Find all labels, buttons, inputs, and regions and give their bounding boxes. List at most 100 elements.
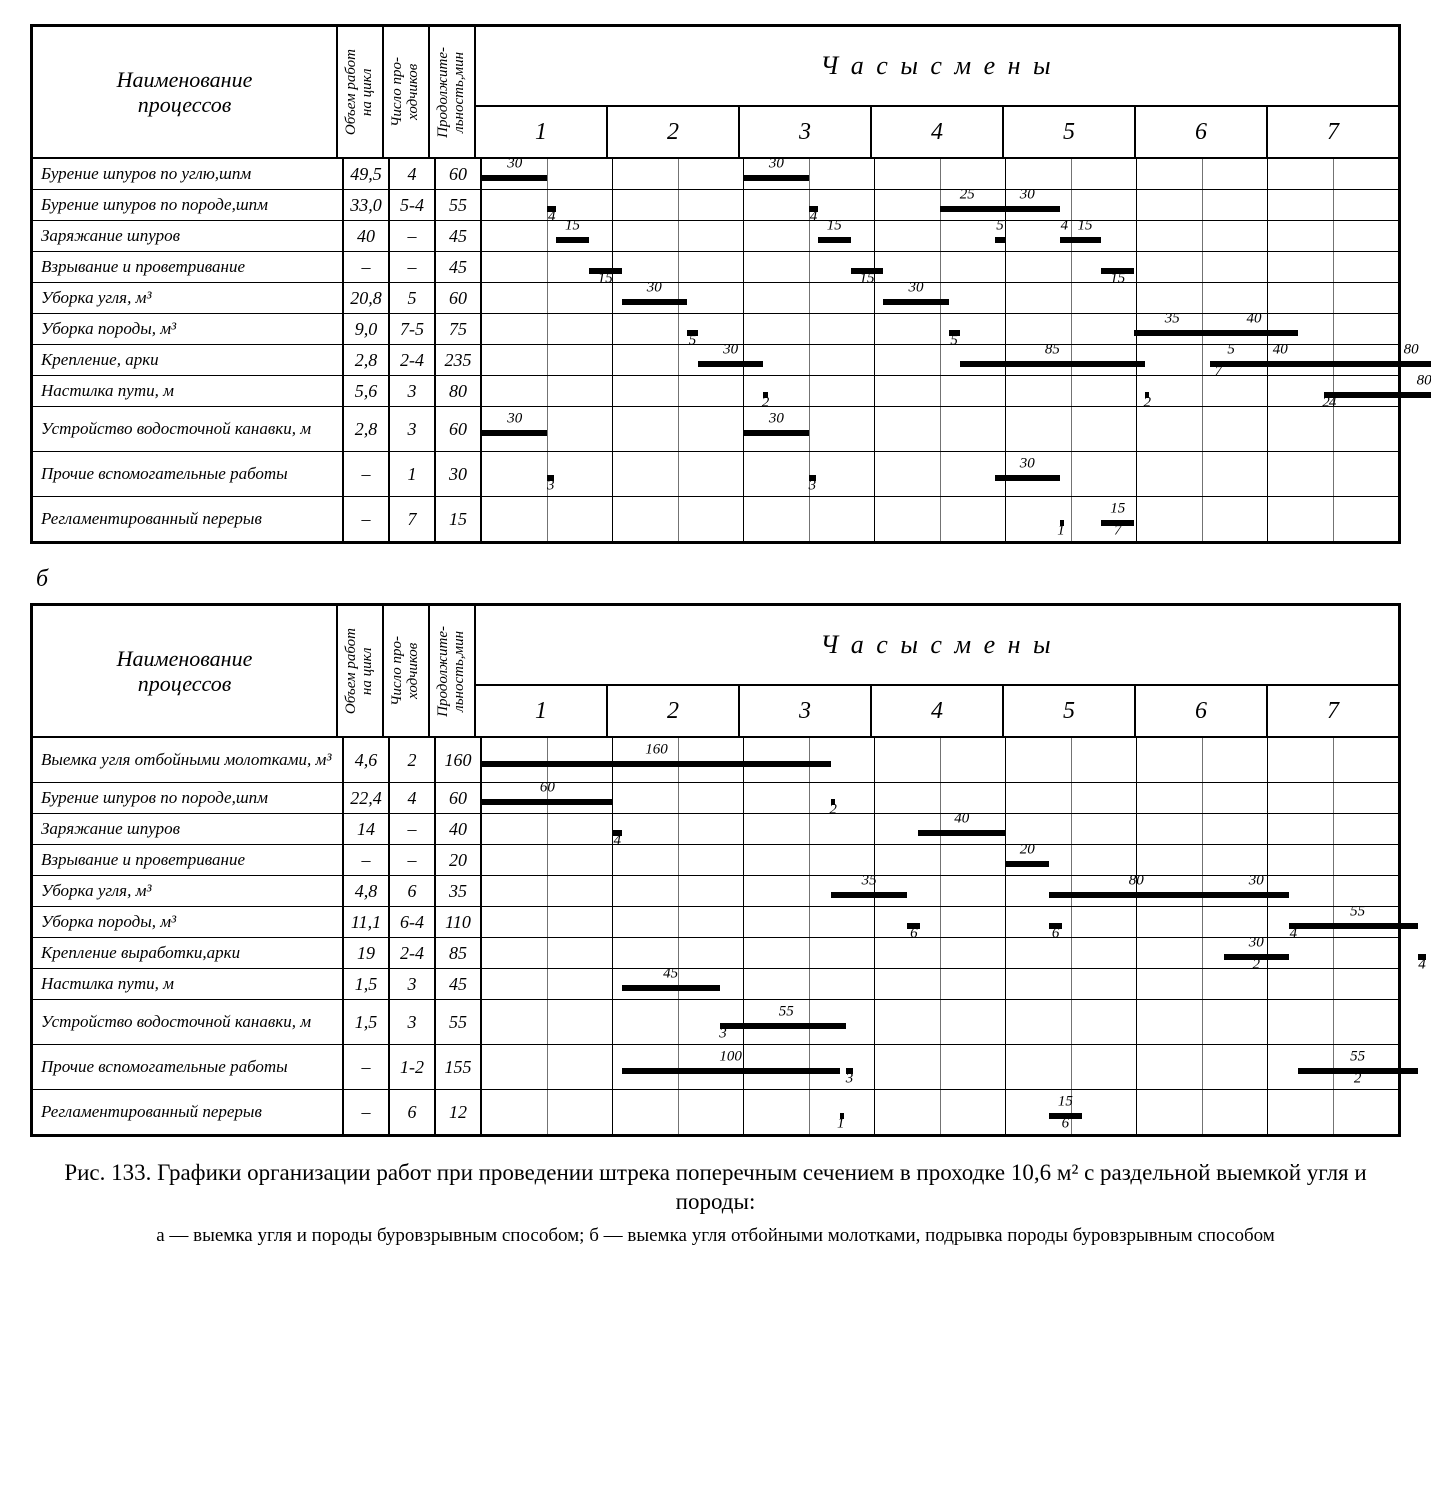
cell-workers: – <box>390 845 436 875</box>
bar-label-top: 55 <box>1350 903 1365 920</box>
bar-label-top: 15 <box>827 217 842 234</box>
bar-label-top: 30 <box>723 341 738 358</box>
bar-label-top: 30 <box>769 410 784 427</box>
cell-dur: 80 <box>436 376 482 406</box>
cell-name: Настилка пути, м <box>33 376 344 406</box>
bar-label-top: 100 <box>719 1048 742 1065</box>
process-row: Регламентированный перерыв–7151157 <box>33 497 1398 541</box>
bar-label-top: 20 <box>1020 841 1035 858</box>
gantt-bar <box>1237 361 1324 367</box>
cell-dur: 235 <box>436 345 482 375</box>
cell-name: Уборка породы, м³ <box>33 907 344 937</box>
cell-name: Бурение шпуров по породе,шпм <box>33 190 344 220</box>
cell-workers: 1 <box>390 452 436 496</box>
hour-col-2: 2 <box>608 686 740 736</box>
hdr-name: Наименованиепроцессов <box>33 606 338 736</box>
gantt-bar <box>1298 923 1418 929</box>
cell-gantt: 3085754080 <box>482 345 1398 375</box>
cell-vol: – <box>344 1090 390 1134</box>
cell-gantt: 358030 <box>482 876 1398 906</box>
process-row: Прочие вспомогательные работы–1303330 <box>33 452 1398 497</box>
bar-label-bot: 7 <box>1114 523 1122 540</box>
cell-gantt: 442530 <box>482 190 1398 220</box>
cell-vol: 2,8 <box>344 407 390 451</box>
cell-dur: 45 <box>436 221 482 251</box>
bar-label-top: 55 <box>779 1003 794 1020</box>
cell-dur: 15 <box>436 497 482 541</box>
bar-label-top: 15 <box>1110 500 1125 517</box>
cell-name: Уборка угля, м³ <box>33 876 344 906</box>
cell-workers: 6 <box>390 1090 436 1134</box>
cell-workers: 5 <box>390 283 436 313</box>
bar-label-top: 160 <box>645 741 668 758</box>
cell-vol: 9,0 <box>344 314 390 344</box>
cell-gantt: 151515 <box>482 252 1398 282</box>
cell-name: Крепление выработки,арки <box>33 938 344 968</box>
bar-label-bot: 1 <box>1057 523 1065 540</box>
gantt-bar <box>918 830 1005 836</box>
cell-workers: 3 <box>390 376 436 406</box>
cell-gantt: 1003552 <box>482 1045 1398 1089</box>
gantt-bar <box>1226 361 1237 367</box>
process-row: Бурение шпуров по породе,шпм22,4460602 <box>33 783 1398 814</box>
cell-workers: – <box>390 814 436 844</box>
gantt-bar <box>995 475 1060 481</box>
cell-name: Бурение шпуров по породе,шпм <box>33 783 344 813</box>
cell-gantt: 66455 <box>482 907 1398 937</box>
cell-vol: 2,8 <box>344 345 390 375</box>
hdr-workers: Число про- ходчиков <box>384 27 430 157</box>
gantt-bar <box>1069 237 1102 243</box>
process-row: Бурение шпуров по углю,шпм49,54603030 <box>33 159 1398 190</box>
cell-workers: 2-4 <box>390 345 436 375</box>
bar-label-bot: 4 <box>1418 956 1426 973</box>
cell-vol: 5,6 <box>344 376 390 406</box>
cell-gantt: 602 <box>482 783 1398 813</box>
cell-gantt: 3030 <box>482 283 1398 313</box>
bar-label-top: 15 <box>1058 1093 1073 1110</box>
bar-label-top: 45 <box>663 965 678 982</box>
gantt-bar <box>1049 892 1223 898</box>
cell-vol: 4,6 <box>344 738 390 782</box>
cell-workers: 7 <box>390 497 436 541</box>
process-row: Бурение шпуров по породе,шпм33,05-455442… <box>33 190 1398 221</box>
gantt-bar <box>1224 892 1289 898</box>
bar-label-top: 25 <box>960 186 975 203</box>
cell-name: Уборка угля, м³ <box>33 283 344 313</box>
cell-workers: 3 <box>390 1000 436 1044</box>
cell-name: Заряжание шпуров <box>33 814 344 844</box>
hours-title: Ч а с ы с м е н ы <box>476 606 1398 686</box>
bar-label-top: 30 <box>909 279 924 296</box>
hour-col-3: 3 <box>740 107 872 157</box>
bar-label-bot: 3 <box>846 1071 854 1088</box>
cell-vol: 49,5 <box>344 159 390 189</box>
cell-workers: 6-4 <box>390 907 436 937</box>
cell-gantt: 355 <box>482 1000 1398 1044</box>
cell-workers: – <box>390 252 436 282</box>
cell-dur: 55 <box>436 190 482 220</box>
bar-label-bot: 1 <box>837 1116 845 1133</box>
cell-vol: 20,8 <box>344 283 390 313</box>
gantt-bar <box>818 237 851 243</box>
cell-vol: – <box>344 252 390 282</box>
cell-dur: 35 <box>436 876 482 906</box>
cell-gantt: 160 <box>482 738 1398 782</box>
cell-name: Взрывание и проветривание <box>33 845 344 875</box>
hour-col-5: 5 <box>1004 107 1136 157</box>
bar-label-top: 30 <box>1249 872 1264 889</box>
bar-label-top: 30 <box>1020 186 1035 203</box>
process-row: Уборка породы, м³11,16-411066455 <box>33 907 1398 938</box>
cell-dur: 60 <box>436 783 482 813</box>
bar-label-top: 5 <box>1227 341 1235 358</box>
gantt-bar <box>995 206 1060 212</box>
cell-dur: 12 <box>436 1090 482 1134</box>
cell-dur: 20 <box>436 845 482 875</box>
process-row: Настилка пути, м5,6380222480 <box>33 376 1398 407</box>
cell-workers: 3 <box>390 407 436 451</box>
cell-name: Настилка пути, м <box>33 969 344 999</box>
gantt-bar <box>744 175 809 181</box>
chart-body: Выемка угля отбойными молотками, м³4,621… <box>33 738 1398 1134</box>
cell-gantt: 3330 <box>482 452 1398 496</box>
gantt-bar <box>482 175 547 181</box>
gantt-bar <box>1337 392 1431 398</box>
cell-gantt: 440 <box>482 814 1398 844</box>
